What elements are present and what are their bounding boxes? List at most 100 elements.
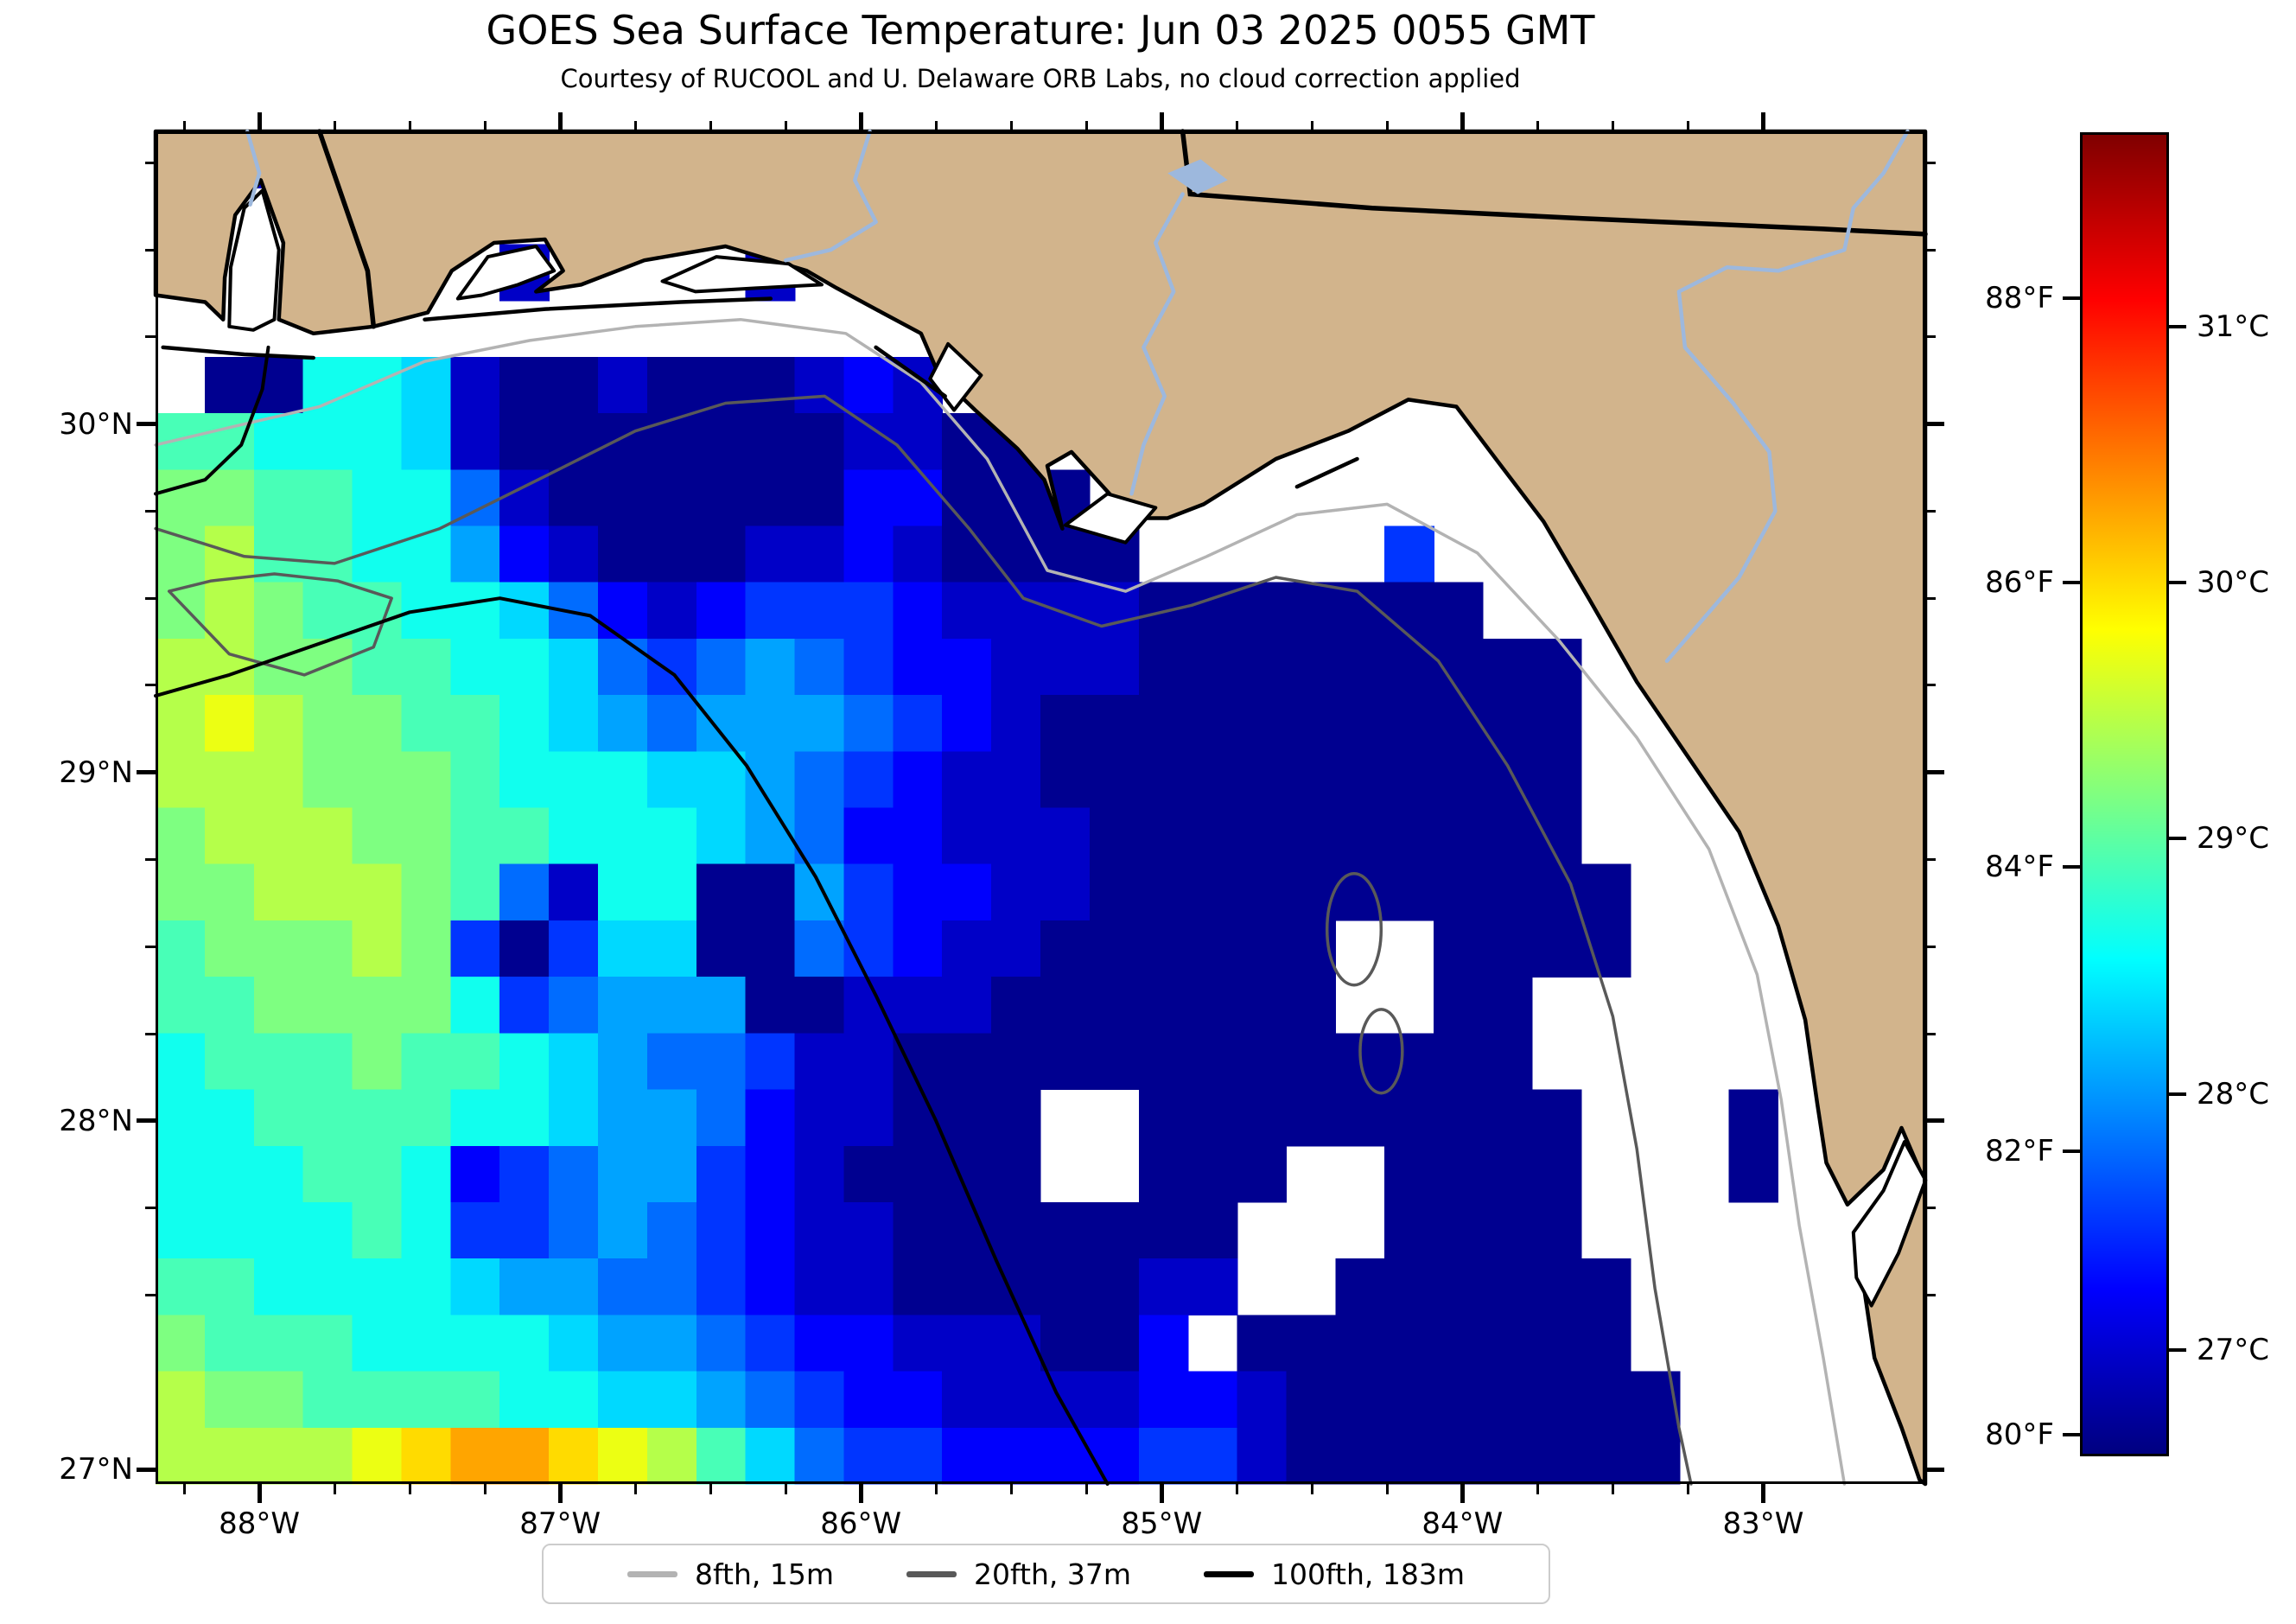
colorbar (2080, 132, 2169, 1456)
colorbar-f-label: 88°F (1985, 281, 2054, 316)
river (783, 129, 878, 263)
legend-item: 100fth, 183m (1204, 1557, 1465, 1591)
x-axis-minor-tick (709, 1484, 712, 1494)
y-axis-major-tick-right (1925, 770, 1944, 775)
x-axis-minor-tick (483, 1484, 487, 1494)
contour-20fth (167, 572, 393, 677)
x-axis-minor-tick-top (408, 121, 411, 131)
x-axis-minor-tick (1310, 1484, 1313, 1494)
x-axis-minor-tick (333, 1484, 336, 1494)
legend-item: 8fth, 15m (626, 1557, 834, 1591)
barrier-island (423, 296, 773, 322)
x-axis-minor-tick-top (1084, 121, 1088, 131)
colorbar-c-label: 29°C (2197, 820, 2270, 856)
x-axis-major-tick-top (1159, 112, 1164, 131)
x-axis-minor-tick-top (333, 121, 336, 131)
figure-subtitle: Courtesy of RUCOOL and U. Delaware ORB L… (560, 64, 1521, 93)
y-axis-minor-tick (145, 335, 156, 339)
contour-20fth-loop (1325, 871, 1383, 987)
x-tick-label: 84°W (1421, 1506, 1504, 1541)
colorbar-c-label: 30°C (2197, 565, 2270, 601)
colorbar-c-label: 28°C (2197, 1076, 2270, 1111)
x-axis-major-tick-top (858, 112, 863, 131)
x-tick-label: 83°W (1722, 1506, 1804, 1541)
contour-20fth (154, 394, 1693, 1486)
legend-label: 100fth, 183m (1271, 1557, 1465, 1591)
x-axis-minor-tick-top (182, 121, 186, 131)
colorbar-f-tick (2063, 581, 2080, 585)
sst-raster (156, 131, 1778, 1485)
y-axis-major-tick (137, 1467, 156, 1472)
bathymetry-contours (154, 317, 1847, 1486)
y-axis-minor-tick (145, 1032, 156, 1035)
x-axis-minor-tick-top (1235, 121, 1238, 131)
lake (1167, 159, 1228, 194)
y-axis-major-tick-right (1925, 1118, 1944, 1124)
x-axis-minor-tick (1235, 1484, 1238, 1494)
land-polygon (153, 129, 1928, 1487)
y-axis-minor-tick (145, 1207, 156, 1210)
x-axis-minor-tick (1084, 1484, 1088, 1494)
colorbar-c-tick (2169, 1092, 2186, 1096)
y-axis-minor-tick-right (1925, 1293, 1936, 1296)
depth-contour-legend: 8fth, 15m 20fth, 37m 100fth, 183m (542, 1544, 1550, 1604)
barrier-island (874, 345, 947, 398)
colorbar-f-tick (2063, 1149, 2080, 1153)
y-axis-minor-tick (145, 945, 156, 948)
x-axis-minor-tick-top (1310, 121, 1313, 131)
river (1664, 129, 1910, 664)
x-tick-label: 86°W (820, 1506, 902, 1541)
contour-8fth (154, 317, 1847, 1486)
y-tick-label: 30°N (59, 406, 133, 442)
x-axis-minor-tick-top (1686, 121, 1689, 131)
legend-line-swatch (1204, 1570, 1254, 1577)
y-axis-minor-tick (145, 161, 156, 164)
x-axis-minor-tick-top (784, 121, 787, 131)
contour-100fth (154, 345, 270, 496)
y-axis-minor-tick-right (1925, 596, 1936, 600)
bay-no-data (1063, 492, 1158, 545)
legend-line-swatch (626, 1570, 677, 1577)
x-axis-major-tick-top (557, 112, 563, 131)
y-axis-minor-tick-right (1925, 1032, 1936, 1035)
river (1129, 192, 1185, 496)
y-axis-minor-tick-right (1925, 945, 1936, 948)
y-axis-minor-tick (145, 248, 156, 252)
x-axis-major-tick-top (1460, 112, 1465, 131)
x-axis-major-tick-top (257, 112, 262, 131)
y-axis-minor-tick-right (1925, 248, 1936, 252)
y-axis-minor-tick (145, 858, 156, 862)
x-axis-minor-tick-top (934, 121, 938, 131)
y-axis-major-tick (137, 1118, 156, 1124)
x-axis-minor-tick (1686, 1484, 1689, 1494)
x-axis-minor-tick-top (709, 121, 712, 131)
x-axis-major-tick-top (1760, 112, 1765, 131)
y-axis-major-tick-right (1925, 422, 1944, 427)
colorbar-c-tick (2169, 581, 2186, 585)
bay-no-data (227, 188, 281, 332)
bay-no-data (660, 255, 824, 294)
colorbar-c-tick (2169, 836, 2186, 840)
y-axis-minor-tick-right (1925, 684, 1936, 687)
x-axis-major-tick (557, 1484, 563, 1503)
x-tick-label: 87°W (519, 1506, 601, 1541)
colorbar-c-label: 31°C (2197, 309, 2270, 345)
x-axis-minor-tick (1611, 1484, 1614, 1494)
legend-label: 20fth, 37m (974, 1557, 1131, 1591)
y-axis-minor-tick-right (1925, 335, 1936, 339)
y-axis-minor-tick (145, 509, 156, 513)
x-axis-minor-tick (1536, 1484, 1539, 1494)
x-axis-major-tick (858, 1484, 863, 1503)
y-tick-label: 29°N (59, 755, 133, 790)
colorbar-f-tick (2063, 1433, 2080, 1437)
colorbar-f-label: 86°F (1985, 565, 2054, 601)
x-axis-minor-tick (633, 1484, 637, 1494)
x-axis-minor-tick-top (1385, 121, 1389, 131)
map-frame (156, 131, 1925, 1484)
colorbar-f-tick (2063, 864, 2080, 869)
x-axis-minor-tick-top (633, 121, 637, 131)
contour-100fth (154, 596, 1110, 1486)
barrier-island (161, 345, 315, 360)
x-axis-major-tick (257, 1484, 262, 1503)
